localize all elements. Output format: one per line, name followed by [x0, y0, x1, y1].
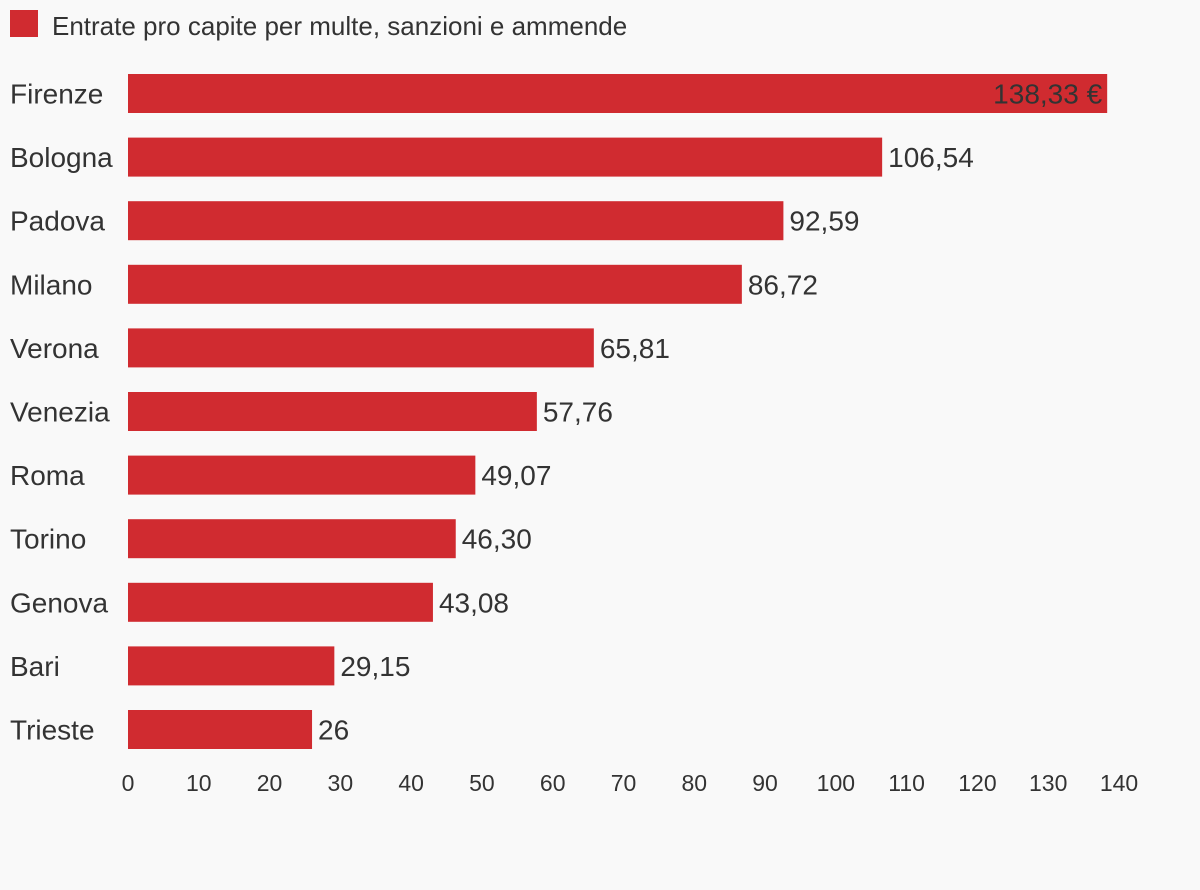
- category-labels: Firenze Bologna Padova Milano Verona Venezia R…: [10, 79, 113, 746]
- x-tick-label: 80: [681, 770, 707, 796]
- data-label: 138,33 €: [993, 79, 1102, 110]
- data-label: 86,72: [748, 269, 818, 300]
- category-label: Roma: [10, 460, 85, 491]
- x-tick-label: 120: [958, 770, 996, 796]
- x-tick-label: 20: [257, 770, 283, 796]
- data-label: 43,08: [439, 587, 509, 618]
- bar: [128, 455, 476, 495]
- x-tick-label: 110: [888, 770, 925, 796]
- x-tick-label: 130: [1029, 770, 1067, 796]
- x-tick-label: 40: [398, 770, 424, 796]
- category-label: Milano: [10, 269, 92, 300]
- bar: [128, 710, 313, 749]
- category-label: Bologna: [10, 142, 113, 173]
- x-tick-label: 60: [540, 770, 566, 796]
- bar: [128, 646, 335, 686]
- bar: [128, 582, 433, 622]
- x-tick-label: 100: [817, 770, 855, 796]
- bar: [128, 201, 784, 241]
- x-axis: 0 10 20 30 40 50 60 70 80 90 100 110 120 130 140: [122, 770, 1139, 796]
- x-tick-label: 90: [752, 770, 778, 796]
- data-label: 92,59: [789, 206, 859, 237]
- data-label: 26: [318, 715, 349, 746]
- category-label: Torino: [10, 524, 86, 555]
- data-label: 106,54: [888, 142, 974, 173]
- category-label: Verona: [10, 333, 99, 364]
- bar: [128, 328, 594, 368]
- bar: [128, 264, 742, 304]
- data-label: 57,76: [543, 397, 613, 428]
- x-tick-label: 0: [122, 770, 135, 796]
- value-labels: 138,33 € 106,54 92,59 86,72 65,81 57,76 49,07 4…: [318, 79, 1103, 746]
- data-label: 49,07: [481, 460, 551, 491]
- category-label: Bari: [10, 651, 60, 682]
- legend-swatch: [10, 10, 38, 37]
- category-label: Genova: [10, 587, 108, 618]
- legend-label: Entrate pro capite per multe, sanzioni e…: [52, 11, 627, 41]
- bar: [128, 74, 1108, 113]
- bar: [128, 392, 537, 431]
- x-tick-label: 70: [611, 770, 637, 796]
- data-label: 65,81: [600, 333, 670, 364]
- x-tick-label: 10: [186, 770, 212, 796]
- category-label: Trieste: [10, 715, 95, 746]
- data-label: 46,30: [462, 524, 532, 555]
- legend: Entrate pro capite per multe, sanzioni e…: [10, 10, 627, 41]
- x-tick-label: 50: [469, 770, 495, 796]
- category-label: Padova: [10, 206, 105, 237]
- x-tick-label: 30: [328, 770, 354, 796]
- x-tick-label: 140: [1100, 770, 1138, 796]
- bar: [128, 519, 456, 559]
- category-label: Firenze: [10, 79, 103, 110]
- category-label: Venezia: [10, 397, 110, 428]
- bar: [128, 137, 883, 177]
- data-label: 29,15: [340, 651, 410, 682]
- bars: [128, 74, 1108, 749]
